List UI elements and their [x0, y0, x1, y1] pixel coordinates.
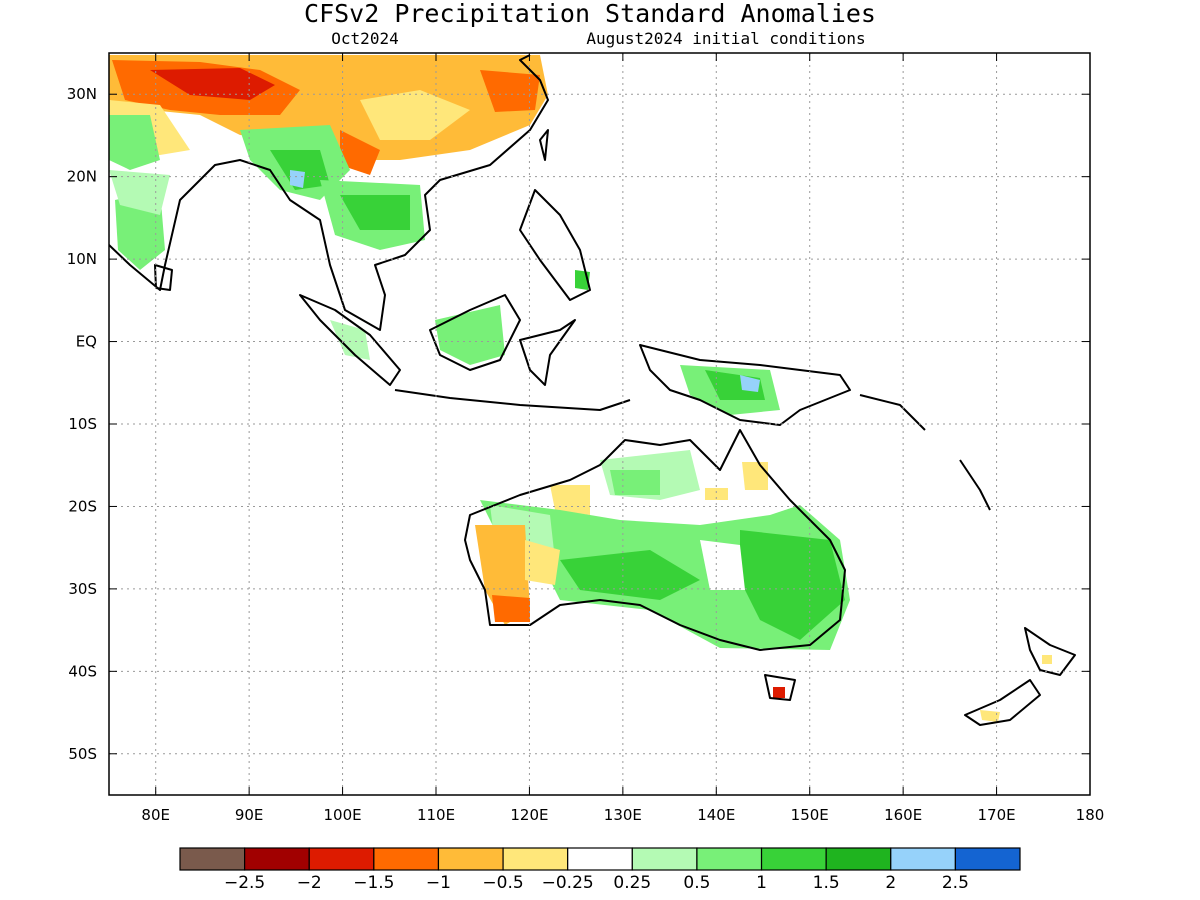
lon-tick-label: 90E	[235, 806, 264, 824]
colorbar-label: 2	[885, 873, 896, 893]
axis-labels: 30N 20N 10N EQ 10S 20S 30S 40S 50S 80E 90E 100E 110E…	[67, 53, 1105, 824]
lat-tick-label: 20N	[67, 168, 97, 186]
colorbar-swatch	[631, 847, 698, 871]
coastline-sri-lanka	[154, 264, 173, 291]
colorbar-swatch	[308, 847, 375, 871]
coastline-taiwan	[539, 129, 549, 161]
coastline-philippines	[519, 189, 591, 301]
lon-tick-label: 150E	[791, 806, 829, 824]
colorbar-label: 1	[756, 873, 767, 893]
anomaly-slight-dry-new-zealand	[980, 710, 1000, 722]
coastline-tasmania	[764, 674, 796, 701]
lon-tick-label: 130E	[604, 806, 642, 824]
lat-tick-label: 20S	[68, 497, 97, 515]
anomaly-moderate-wet-indochina	[340, 195, 410, 230]
anomaly-wet-australia-north	[610, 470, 660, 495]
anomaly-slight-dry-australia-west	[525, 540, 560, 585]
colorbar-label: 0.25	[613, 873, 651, 893]
lat-tick-label: 30S	[68, 580, 97, 598]
gridlines	[109, 53, 1090, 795]
coastline-sulawesi	[519, 319, 576, 386]
anomaly-strong-dry-tasmania	[773, 687, 785, 698]
coastline-asia	[109, 54, 549, 331]
lat-tick-label: EQ	[76, 333, 97, 351]
colorbar-swatch	[373, 847, 440, 871]
coastline-new-zealand-south	[964, 679, 1041, 726]
lon-tick-label: 140E	[697, 806, 735, 824]
map-subtitle-right: August2024 initial conditions	[586, 29, 865, 48]
anomaly-slight-dry-china	[360, 90, 470, 140]
coastlines	[109, 54, 1076, 726]
coastline-australia	[464, 429, 846, 651]
anomaly-moderate-dry-australia-sw	[492, 595, 530, 622]
anomaly-neutral-australia-east	[700, 540, 745, 590]
colorbar-label: 1.5	[813, 873, 840, 893]
coastline-vanuatu	[959, 459, 991, 511]
colorbar-swatch	[696, 847, 763, 871]
lat-tick-label: 10S	[68, 415, 97, 433]
anomaly-slight-dry-australia-north	[550, 485, 590, 515]
lat-tick-label: 10N	[67, 250, 97, 268]
anomaly-strong-dry-tibet	[150, 68, 275, 100]
coastline-new-zealand-north	[1024, 627, 1076, 676]
colorbar: −2.5 −2 −1.5 −1 −0.5 −0.25 0.25 0.5 1 1.5 2 2.5	[179, 847, 1021, 893]
anomaly-very-wet-new-guinea	[740, 375, 760, 392]
anomaly-moderate-wet-australia-central	[560, 550, 700, 600]
lon-tick-label: 80E	[141, 806, 170, 824]
lat-tick-label: 40S	[68, 662, 97, 680]
anomaly-shading-layer	[109, 55, 1052, 722]
anomaly-very-wet-spot	[290, 170, 305, 188]
coastline-java	[394, 389, 631, 411]
lon-tick-label: 180	[1076, 806, 1105, 824]
lat-tick-label: 50S	[68, 745, 97, 763]
lat-tick-label: 30N	[67, 85, 97, 103]
colorbar-label: −1	[426, 873, 451, 893]
colorbar-label: 0.5	[683, 873, 710, 893]
lon-tick-label: 170E	[978, 806, 1016, 824]
colorbar-label: −0.5	[482, 873, 523, 893]
coastline-borneo	[429, 294, 521, 371]
colorbar-swatch	[244, 847, 310, 871]
lon-tick-label: 160E	[884, 806, 922, 824]
colorbar-label: −2	[297, 873, 322, 893]
anomaly-moderate-wet-australia-east	[740, 530, 845, 640]
anomaly-wet-sumatra	[330, 320, 370, 360]
anomaly-slight-wet-india	[109, 170, 170, 215]
colorbar-swatch	[502, 847, 569, 871]
coastline-new-guinea	[639, 344, 851, 426]
map-title: CFSv2 Precipitation Standard Anomalies	[304, 0, 876, 28]
anomaly-wet-india-north	[109, 115, 160, 170]
colorbar-swatch	[760, 847, 827, 871]
colorbar-label: 2.5	[942, 873, 969, 893]
colorbar-swatch	[567, 847, 633, 871]
anomaly-slight-dry-new-zealand-north	[1042, 655, 1052, 664]
colorbar-swatch	[825, 847, 892, 871]
anomaly-slight-dry-cape-york	[742, 462, 768, 490]
colorbar-label: −2.5	[224, 873, 265, 893]
lon-tick-label: 120E	[510, 806, 548, 824]
colorbar-swatch	[437, 847, 504, 871]
lon-tick-label: 110E	[417, 806, 455, 824]
colorbar-label: −0.25	[542, 873, 594, 893]
coastline-solomons	[859, 394, 926, 431]
map-plot-area	[109, 53, 1090, 795]
colorbar-swatch	[890, 847, 956, 871]
anomaly-moderate-dry-south-china	[340, 130, 380, 175]
anomaly-moderate-wet-myanmar	[270, 150, 330, 190]
colorbar-swatch	[179, 847, 246, 871]
anomaly-moderate-dry-east-china	[480, 70, 540, 112]
colorbar-swatch	[954, 847, 1021, 871]
coastline-sumatra	[299, 294, 401, 386]
anomaly-slight-dry-gulf	[705, 488, 728, 500]
anomaly-wet-borneo	[435, 305, 505, 365]
colorbar-label: −1.5	[353, 873, 394, 893]
map-subtitle-left: Oct2024	[331, 29, 398, 48]
lon-tick-label: 100E	[324, 806, 362, 824]
